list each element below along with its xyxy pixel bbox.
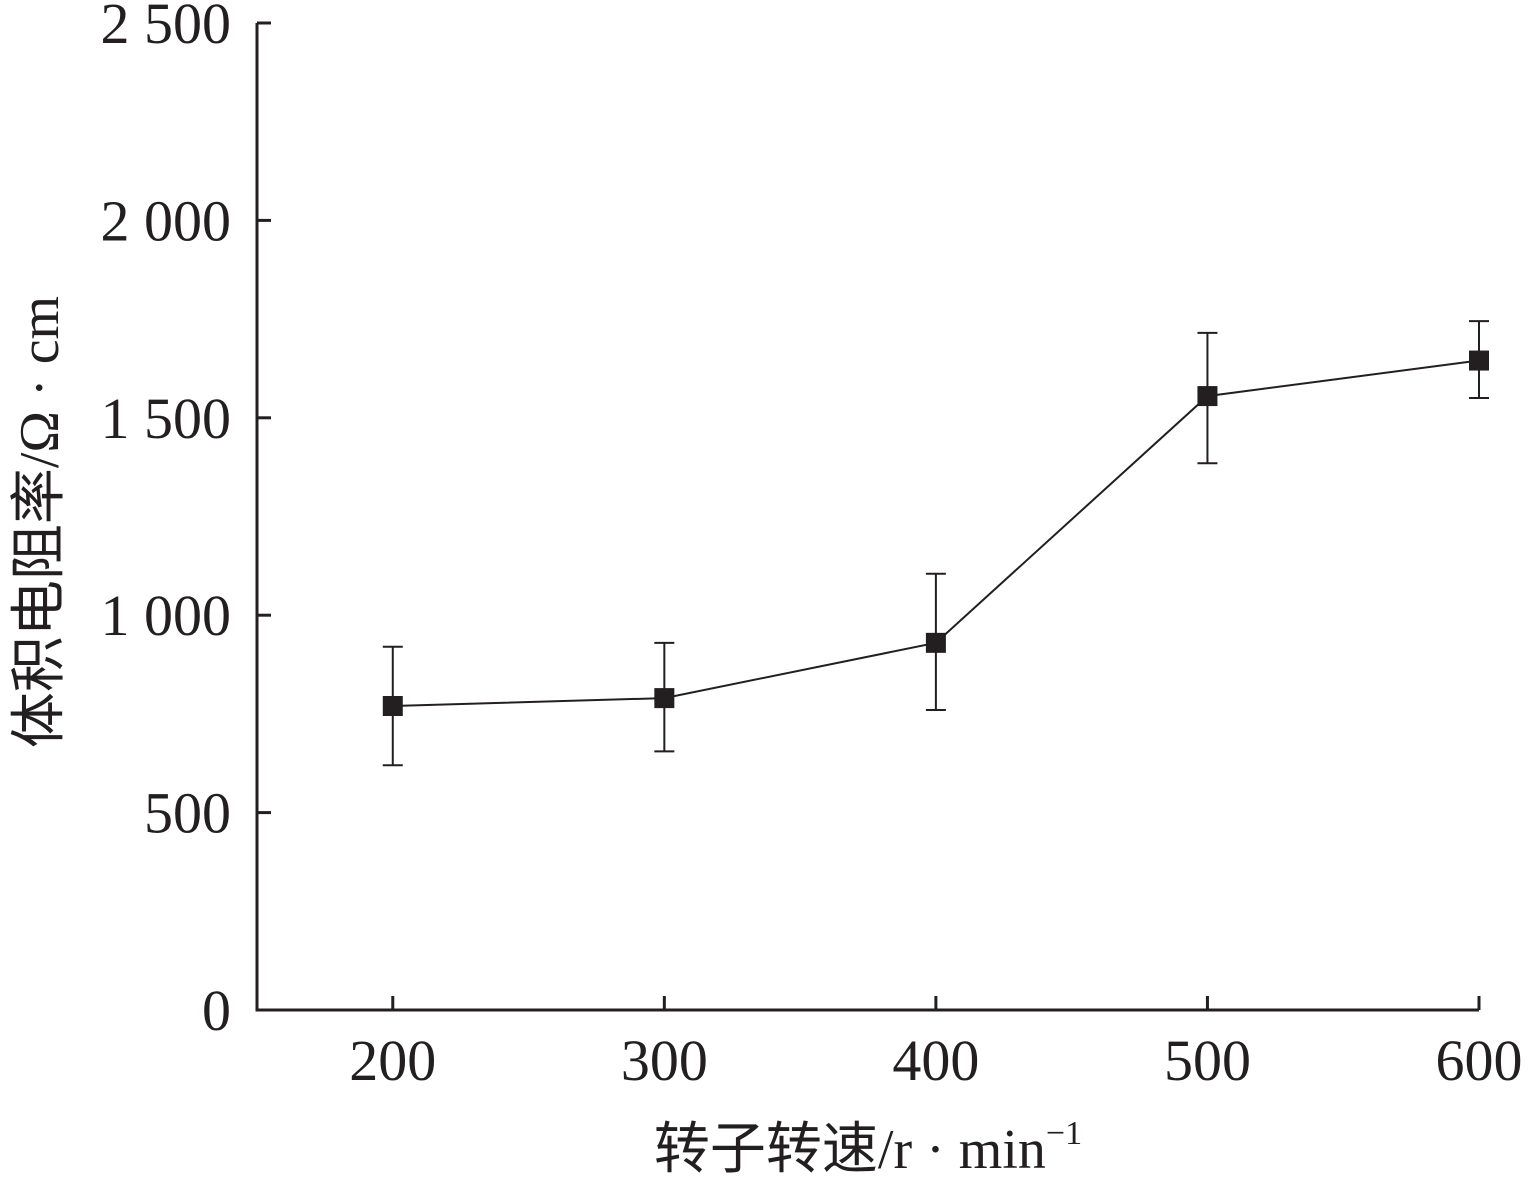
- y-tick-label: 2 500: [101, 0, 232, 56]
- x-tick-label: 300: [621, 1028, 708, 1093]
- x-tick-label: 400: [892, 1028, 979, 1093]
- data-point: [654, 688, 675, 709]
- data-point: [1197, 386, 1218, 407]
- axes: [255, 23, 1479, 1012]
- y-tick-label: 500: [144, 781, 231, 846]
- x-axis-title-text: 转子转速/r · min: [654, 1119, 1046, 1177]
- y-tick-label: 1 000: [101, 583, 232, 648]
- y-axis-title: 体积电阻率/Ω · cm: [9, 296, 71, 748]
- data-point: [1469, 350, 1489, 371]
- error-bars: [382, 320, 1489, 767]
- x-ticks: 200 300 400 500 600: [349, 996, 1523, 1093]
- series: [382, 350, 1489, 717]
- y-tick-label: 1 500: [101, 386, 232, 451]
- data-point: [925, 632, 946, 653]
- y-tick-label: 0: [202, 978, 231, 1043]
- x-tick-label: 500: [1164, 1028, 1251, 1093]
- y-tick-label: 2 000: [101, 188, 232, 253]
- x-tick-label: 600: [1436, 1028, 1523, 1093]
- x-axis-title: 转子转速/r · min−1: [654, 1115, 1082, 1177]
- x-tick-label: 200: [349, 1028, 436, 1093]
- data-point: [382, 696, 403, 717]
- y-ticks: 0 500 1 000 1 500 2 000 2 500: [101, 0, 271, 1043]
- x-axis-title-superscript: −1: [1046, 1115, 1082, 1152]
